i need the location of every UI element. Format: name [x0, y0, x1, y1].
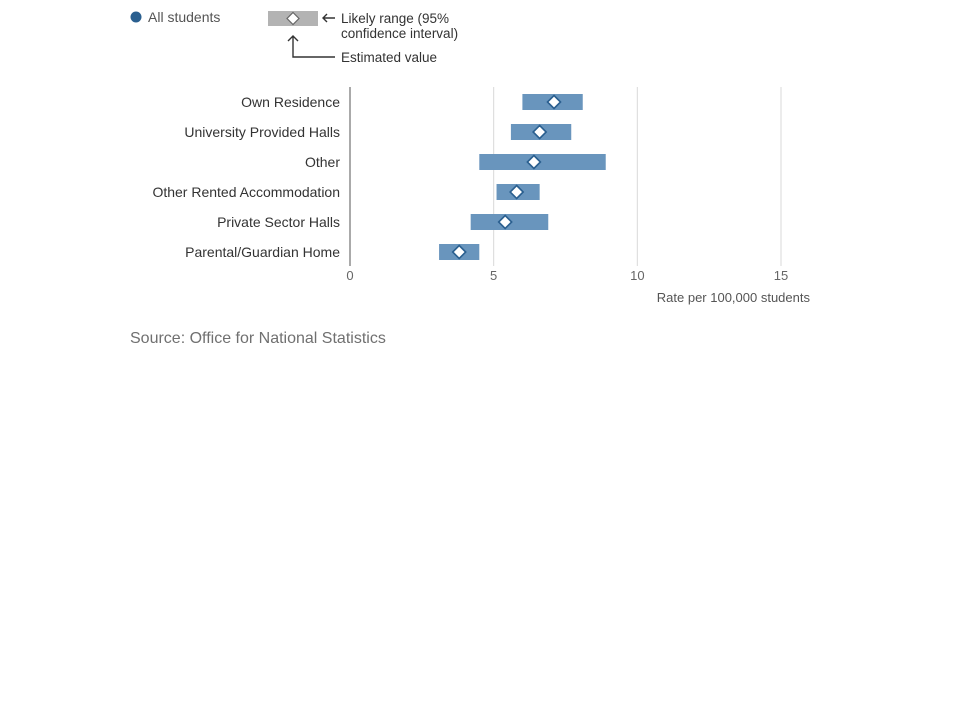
estimate-marker	[451, 244, 467, 260]
legend-estimate-label: Estimated value	[341, 50, 437, 65]
gridlines	[493, 87, 782, 266]
legend-range-label-line1: Likely range (95%	[341, 11, 449, 26]
x-tick-label-15: 15	[774, 268, 788, 283]
legend-series-label: All students	[148, 9, 220, 25]
x-tick-labels: 0 5 10 15	[346, 268, 788, 283]
estimate-marker	[546, 94, 562, 110]
range-bar	[479, 154, 606, 170]
category-label: Private Sector Halls	[217, 214, 340, 230]
category-label: Other	[305, 154, 340, 170]
source-note: Source: Office for National Statistics	[130, 330, 386, 347]
legend-estimate-marker	[286, 11, 300, 26]
estimate-markers	[451, 94, 562, 260]
legend: All students Likely range (95% confidenc…	[130, 9, 458, 65]
legend-arrow-left-icon	[322, 13, 335, 23]
estimate-marker	[509, 184, 525, 200]
x-tick-label-10: 10	[630, 268, 644, 283]
category-labels: Own Residence University Provided Halls Ot…	[152, 94, 340, 260]
category-label: University Provided Halls	[184, 124, 340, 140]
x-tick-label-5: 5	[490, 268, 497, 283]
x-tick-label-0: 0	[346, 268, 353, 283]
legend-arrow-up-icon	[287, 35, 335, 58]
estimate-marker	[532, 124, 548, 140]
category-label: Other Rented Accommodation	[152, 184, 340, 200]
estimate-marker	[497, 214, 513, 230]
range-bars	[439, 94, 606, 260]
category-label: Own Residence	[241, 94, 340, 110]
legend-range-label-line2: confidence interval)	[341, 26, 458, 41]
legend-series-dot	[130, 11, 142, 23]
x-axis-title: Rate per 100,000 students	[657, 290, 811, 305]
estimate-marker	[526, 154, 542, 170]
category-label: Parental/Guardian Home	[185, 244, 340, 260]
